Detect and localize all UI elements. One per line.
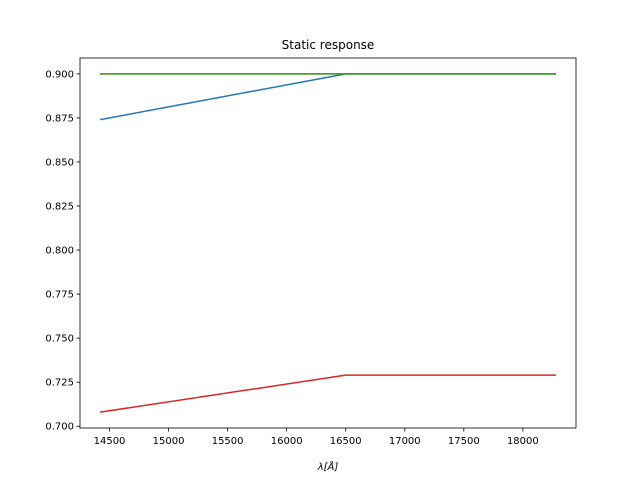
x-tick-label: 14500 [94, 436, 126, 447]
y-tick-label: 0.825 [45, 202, 74, 213]
series-layer [99, 73, 556, 413]
y-tick-label: 0.750 [45, 334, 74, 345]
y-tick-label: 0.700 [45, 422, 74, 433]
y-axis-ticks: 0.700 0.725 0.750 0.775 0.800 0.825 0.850 0.875… [45, 69, 80, 433]
chart-title: Static response [282, 38, 375, 52]
y-tick-label: 0.900 [45, 69, 74, 80]
x-tick-label: 18000 [507, 436, 539, 447]
x-tick-label: 17000 [389, 436, 421, 447]
x-axis-ticks: 14500 15000 15500 16000 16500 17000 17500 18000 [94, 428, 539, 447]
y-tick-label: 0.850 [45, 157, 74, 168]
y-tick-label: 0.725 [45, 378, 74, 389]
x-tick-label: 16500 [330, 436, 362, 447]
x-axis-label: λ[Å] [317, 460, 339, 473]
plot-frame [79, 57, 577, 429]
x-tick-label: 17500 [448, 436, 480, 447]
x-tick-label: 15500 [212, 436, 244, 447]
x-tick-label: 15000 [153, 436, 185, 447]
y-tick-label: 0.800 [45, 246, 74, 257]
x-tick-label: 16000 [271, 436, 303, 447]
series-line-3 [99, 374, 556, 413]
y-tick-label: 0.775 [45, 290, 74, 301]
y-tick-label: 0.875 [45, 113, 74, 124]
